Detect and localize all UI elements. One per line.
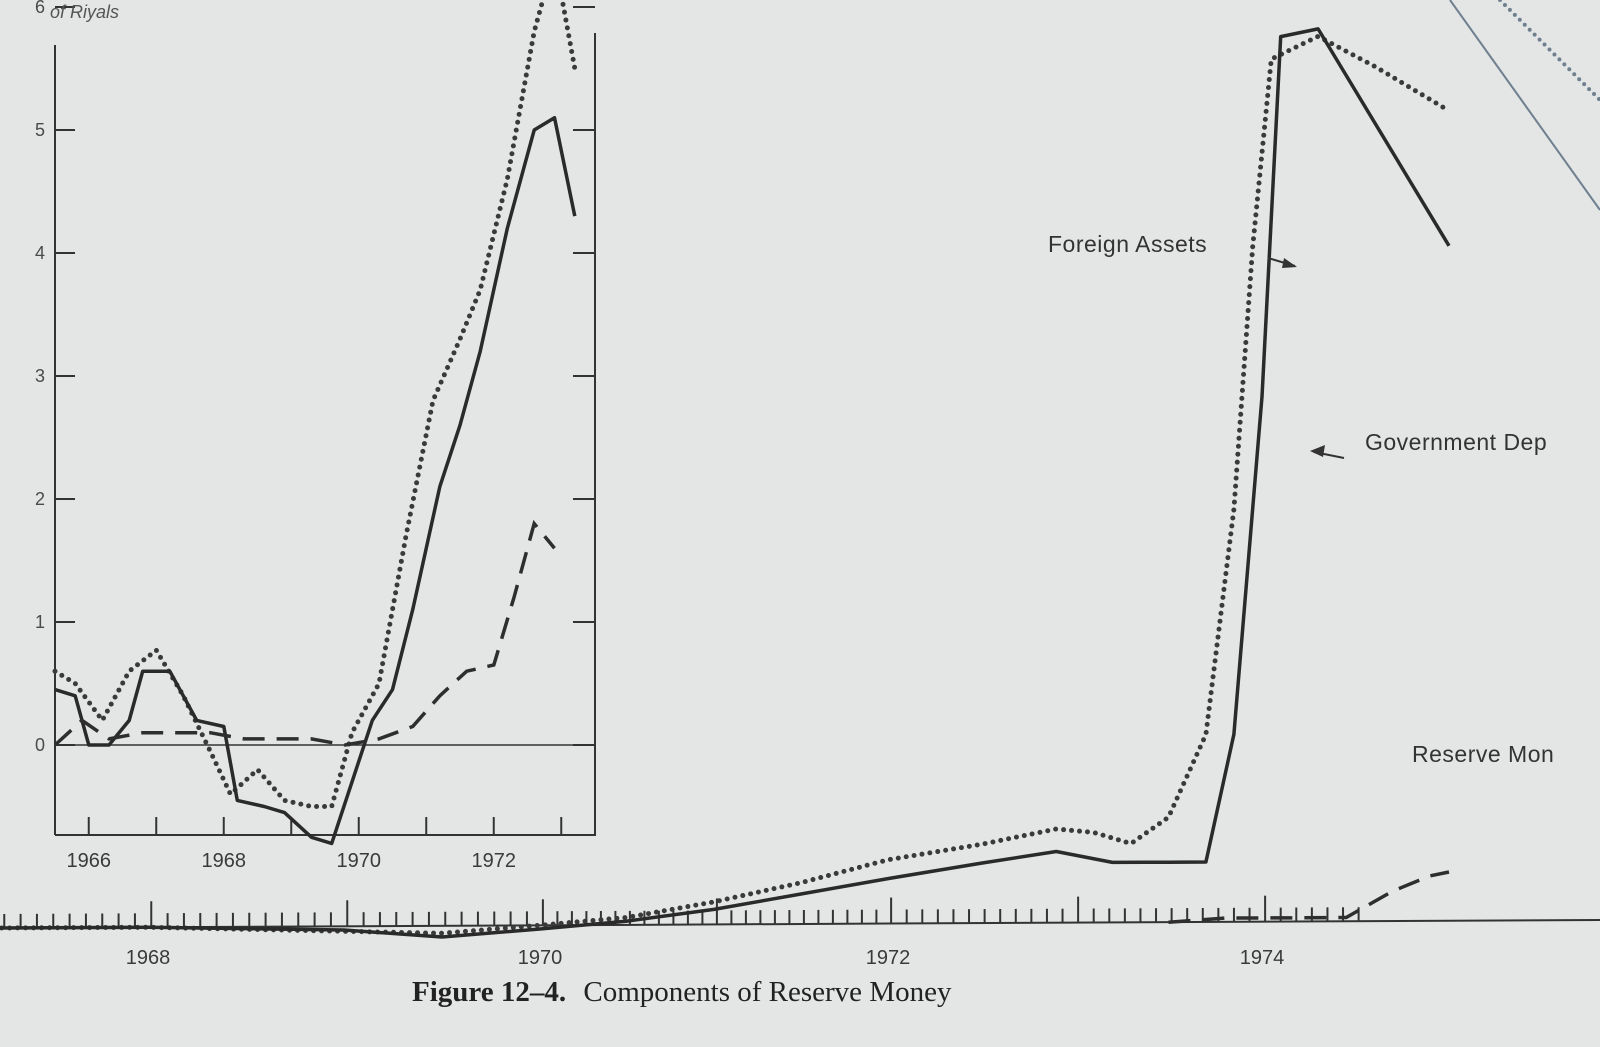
inset-ytick-label: 1: [35, 612, 45, 632]
main-xtick-label: 1974: [1240, 947, 1285, 969]
inset-ytick-label: 2: [35, 489, 45, 509]
main-series-dotted: [0, 33, 1452, 936]
inset-ytick-label: 0: [35, 735, 45, 755]
main-chart: 1968 1970 1972 1974: [0, 0, 1600, 969]
main-series-solid: [0, 27, 1451, 939]
inset-series-dotted: [52, 0, 578, 809]
main-continuation-line: [1449, 0, 1600, 211]
main-xtick-label: 1970: [518, 947, 563, 969]
inset-unit-label: of Riyals: [50, 2, 119, 22]
inset-xtick-label: 1966: [67, 850, 112, 872]
main-xtick-label: 1972: [866, 947, 911, 969]
caption-label: Figure 12–4.: [412, 976, 566, 1008]
inset-xtick-label: 1972: [472, 850, 517, 872]
main-continuation-dotted: [1498, 0, 1600, 102]
annotation-reserve-money: Reserve Mon: [1412, 741, 1554, 767]
annotation-foreign-assets: Foreign Assets: [1048, 231, 1207, 257]
inset-ytick-label: 5: [35, 120, 45, 140]
inset-series-solid: [54, 115, 577, 846]
arrowhead-government-dep: [1310, 445, 1325, 457]
main-series-dashed: [1168, 870, 1450, 924]
inset-ytick-label: 6: [35, 0, 45, 17]
inset-ytick-label: 3: [35, 366, 45, 386]
annotation-arrows: [1267, 257, 1345, 459]
annotation-government-dep: Government Dep: [1365, 429, 1547, 455]
arrowhead-foreign-assets: [1282, 258, 1297, 268]
inset-frame: [54, 33, 596, 836]
inset-xtick-label: 1968: [202, 850, 247, 872]
inset-ytick-label: 4: [35, 243, 45, 263]
inset-chart: 0 1 2 3 4 5 6 1966 1968 1970 1972: [35, 0, 596, 872]
figure-caption: Figure 12–4. Components of Reserve Money: [412, 976, 952, 1008]
caption-title: Components of Reserve Money: [583, 976, 952, 1008]
inset-series-dashed: [53, 519, 556, 747]
main-xtick-label: 1968: [126, 947, 171, 969]
main-x-axis: [0, 919, 1600, 929]
inset-xtick-label: 1970: [337, 850, 382, 872]
